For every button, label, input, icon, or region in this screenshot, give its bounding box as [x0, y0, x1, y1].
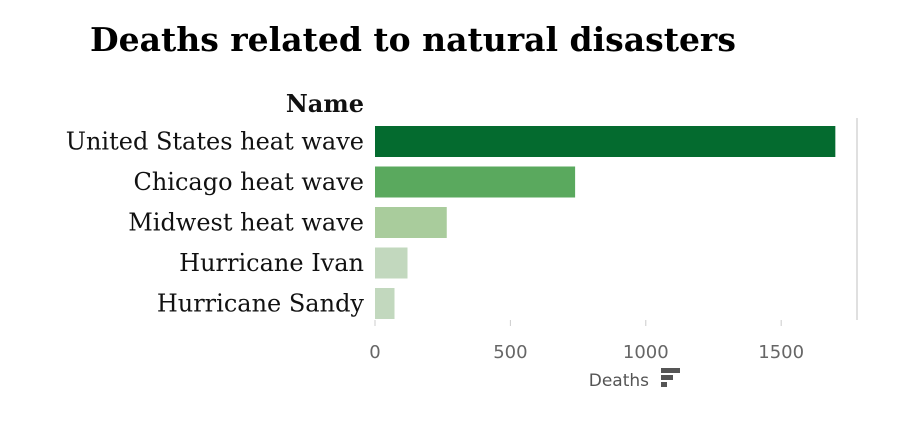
- bar[interactable]: [375, 126, 836, 157]
- x-tick-label: 1000: [623, 342, 669, 363]
- x-tick-label: 1500: [758, 342, 804, 363]
- bar[interactable]: [375, 166, 576, 198]
- y-axis-title: Name: [286, 89, 364, 118]
- category-label: Midwest heat wave: [128, 209, 364, 237]
- category-label: Hurricane Sandy: [157, 290, 365, 318]
- chart-title: Deaths related to natural disasters: [90, 20, 736, 59]
- bar[interactable]: [375, 288, 395, 319]
- category-label: Chicago heat wave: [133, 168, 364, 196]
- sort-descending-icon[interactable]: [661, 368, 680, 387]
- x-axis-title: Deaths: [589, 371, 649, 391]
- x-tick-label: 0: [369, 342, 380, 363]
- bar[interactable]: [375, 207, 447, 238]
- bar[interactable]: [375, 247, 408, 279]
- x-tick-label: 500: [493, 342, 527, 363]
- category-label: United States heat wave: [66, 128, 364, 156]
- category-label: Hurricane Ivan: [179, 249, 364, 277]
